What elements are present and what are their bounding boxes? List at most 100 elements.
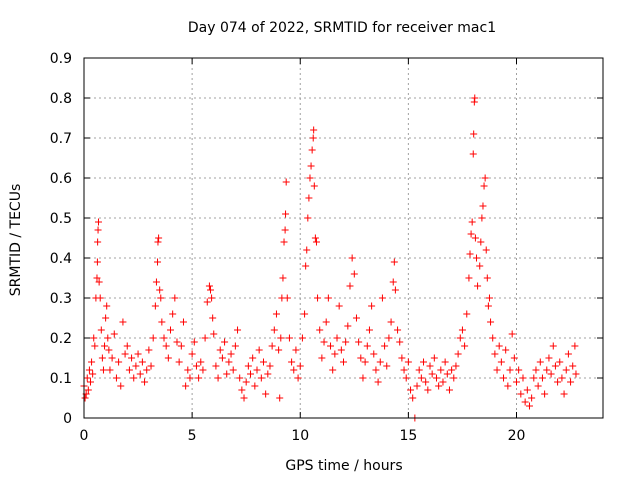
- data-point: [571, 342, 579, 350]
- data-point: [487, 318, 495, 326]
- y-tick-label: 0.1: [50, 371, 72, 387]
- data-point: [149, 334, 157, 342]
- data-point: [108, 354, 116, 362]
- data-point: [160, 334, 168, 342]
- data-point: [491, 350, 499, 358]
- data-point: [279, 274, 287, 282]
- data-point: [244, 362, 252, 370]
- data-point: [383, 362, 391, 370]
- data-point: [167, 326, 174, 334]
- data-point: [477, 238, 485, 246]
- data-point: [138, 358, 146, 366]
- y-tick-label: 0.4: [50, 251, 72, 267]
- data-point: [335, 302, 343, 310]
- data-point: [152, 278, 160, 286]
- data-point: [415, 366, 423, 374]
- data-point: [506, 366, 514, 374]
- data-point: [497, 358, 505, 366]
- data-point: [461, 342, 469, 350]
- data-point: [210, 330, 218, 338]
- data-point: [350, 270, 358, 278]
- data-point: [97, 326, 105, 334]
- data-point: [352, 314, 360, 322]
- data-point: [154, 238, 162, 246]
- data-point: [280, 238, 288, 246]
- data-point: [329, 366, 337, 374]
- data-point: [89, 370, 97, 378]
- data-point: [394, 326, 402, 334]
- data-point: [385, 334, 393, 342]
- data-point: [470, 130, 478, 138]
- x-tick-label: 5: [188, 428, 197, 444]
- data-point: [374, 378, 382, 386]
- data-point: [495, 342, 503, 350]
- data-point: [121, 350, 129, 358]
- data-point: [216, 346, 224, 354]
- data-point: [466, 250, 474, 258]
- data-point: [247, 370, 255, 378]
- data-point: [209, 314, 217, 322]
- data-point: [551, 362, 559, 370]
- data-point: [225, 358, 233, 366]
- data-point: [94, 226, 102, 234]
- data-point: [387, 318, 395, 326]
- data-point: [549, 342, 557, 350]
- data-point: [484, 302, 492, 310]
- data-point: [110, 330, 118, 338]
- data-point: [186, 374, 194, 382]
- data-point: [355, 338, 363, 346]
- data-point: [105, 346, 113, 354]
- data-point: [86, 378, 94, 386]
- data-point: [439, 378, 447, 386]
- data-point: [474, 282, 482, 290]
- data-point: [88, 358, 96, 366]
- x-tick-label: 10: [291, 428, 309, 444]
- data-point: [85, 366, 93, 374]
- y-tick-label: 0.8: [50, 91, 72, 107]
- data-point: [437, 366, 445, 374]
- x-axis-label: GPS time / hours: [285, 458, 402, 474]
- x-tick-label: 0: [80, 428, 89, 444]
- data-point: [164, 354, 172, 362]
- data-point: [424, 386, 432, 394]
- data-point: [391, 286, 399, 294]
- data-point: [155, 234, 163, 242]
- y-tick-label: 0: [63, 411, 72, 427]
- y-axis-label: SRMTID / TECUs: [8, 184, 24, 297]
- data-point: [320, 338, 328, 346]
- data-point: [525, 402, 533, 410]
- data-point: [227, 350, 235, 358]
- data-point: [517, 390, 525, 398]
- data-point: [398, 354, 406, 362]
- data-point: [143, 366, 151, 374]
- data-point: [489, 334, 497, 342]
- data-point: [370, 350, 378, 358]
- data-point: [318, 354, 326, 362]
- data-point: [93, 274, 101, 282]
- data-point: [182, 382, 190, 390]
- data-point: [192, 362, 200, 370]
- data-point: [508, 330, 516, 338]
- data-point: [141, 378, 149, 386]
- data-point: [340, 358, 347, 366]
- data-point: [324, 294, 332, 302]
- data-point: [538, 374, 546, 382]
- data-point: [83, 374, 91, 382]
- data-point: [136, 370, 144, 378]
- data-point: [272, 310, 280, 318]
- data-point: [190, 338, 198, 346]
- data-point: [147, 362, 155, 370]
- data-point: [171, 294, 179, 302]
- data-point: [346, 282, 354, 290]
- data-point: [309, 134, 317, 142]
- data-point: [221, 338, 229, 346]
- data-point: [469, 150, 477, 158]
- data-point: [502, 346, 510, 354]
- data-point: [240, 394, 248, 402]
- data-point: [231, 342, 239, 350]
- data-point: [134, 350, 142, 358]
- data-point: [251, 382, 259, 390]
- data-point: [292, 346, 300, 354]
- data-point: [276, 394, 284, 402]
- data-point: [471, 94, 479, 102]
